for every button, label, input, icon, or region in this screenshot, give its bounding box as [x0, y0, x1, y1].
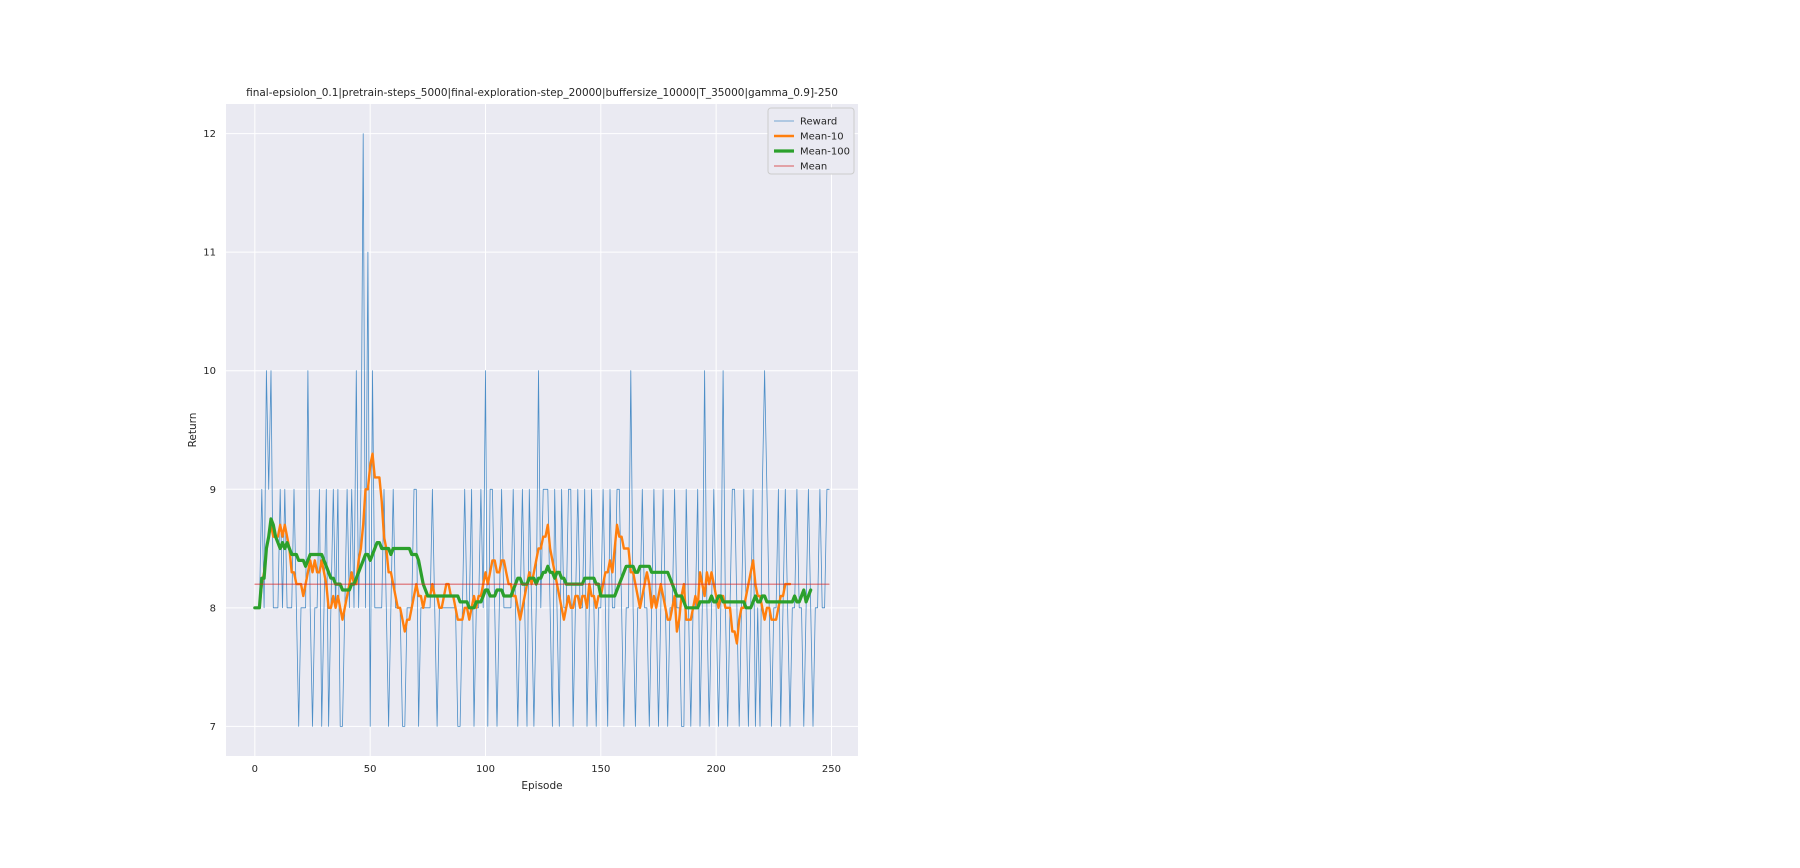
y-tick-label: 8	[210, 603, 216, 614]
x-tick-label: 50	[364, 764, 377, 775]
legend-label: Reward	[800, 117, 837, 128]
legend-label: Mean-10	[800, 132, 844, 143]
x-tick-label: 0	[252, 764, 258, 775]
y-tick-label: 7	[210, 722, 216, 733]
plot-background	[226, 104, 858, 756]
axis-layer: 0 50 100 150 200 250 7 8 9 10 11 12	[203, 129, 841, 775]
series-layer	[253, 133, 830, 727]
x-tick-label: 250	[822, 764, 841, 775]
x-axis-label: Episode	[521, 780, 562, 792]
x-tick-label: 150	[591, 764, 610, 775]
y-tick-label: 10	[203, 366, 216, 377]
x-tick-label: 100	[476, 764, 495, 775]
y-axis-label: Return	[187, 413, 199, 448]
x-tick-label: 200	[707, 764, 726, 775]
y-tick-label: 12	[203, 129, 216, 140]
legend-box	[767, 107, 855, 175]
chart-title: final-epsiolon_0.1|pretrain-steps_5000|f…	[246, 87, 838, 99]
legend: Reward Mean-10 Mean-100 Mean	[767, 107, 855, 175]
y-tick-label: 9	[210, 485, 216, 496]
legend-label: Mean-100	[800, 147, 850, 158]
series-line-mean-10	[253, 452, 792, 645]
legend-label: Mean	[800, 162, 827, 173]
y-tick-label: 11	[203, 248, 216, 259]
series-line-mean-100	[253, 517, 813, 610]
